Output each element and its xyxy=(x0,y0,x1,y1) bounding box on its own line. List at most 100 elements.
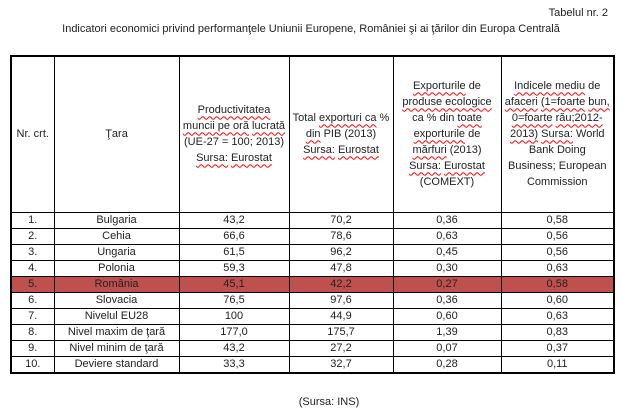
cell-business-index: 0,63 xyxy=(500,259,615,277)
column-header-nr-crt: Nr. crt. xyxy=(10,55,55,213)
cell-eco-exports: 0,36 xyxy=(392,211,502,229)
cell-country: Nivel maxim de ţară xyxy=(53,323,180,341)
table-header: Nr. crt. Ţara Productivitatea muncii pe or… xyxy=(10,55,615,213)
header-segment-misspelled: Indicele mediu xyxy=(514,80,586,93)
cell-exports-gdp: 42,2 xyxy=(288,275,394,293)
header-segment: Ţara xyxy=(105,128,128,141)
cell-business-index: 0,56 xyxy=(500,243,615,261)
cell-country: Nivelul EU28 xyxy=(53,307,180,325)
header-segment-misspelled: muncii pe oră xyxy=(182,120,249,133)
table-row: 6. Slovacia 76,5 97,6 0,36 0,60 xyxy=(10,291,615,309)
header-segment-misspelled: Eurostat xyxy=(230,152,272,165)
cell-productivity: 177,0 xyxy=(178,323,290,341)
cell-country: Nivel minim de ţară xyxy=(53,339,180,357)
cell-business-index: 0,63 xyxy=(500,307,615,325)
cell-number: 2. xyxy=(10,227,55,245)
header-segment-misspelled: rău;2012-2013) xyxy=(509,112,603,141)
header-segment-misspelled: (1=foarte xyxy=(540,96,586,109)
header-segment: (UE-27 = 100; 2013) xyxy=(184,136,284,149)
table-row: 10. Deviere standard 33,3 32,7 0,28 0,11 xyxy=(10,355,615,373)
cell-exports-gdp: 97,6 xyxy=(288,291,394,309)
cell-business-index: 0,56 xyxy=(500,227,615,245)
header-segment-misspelled: exporturi ca xyxy=(318,112,377,125)
header-segment-misspelled: Exporturile xyxy=(413,80,466,93)
cell-number: 5. xyxy=(10,275,55,293)
cell-business-index: 0,11 xyxy=(500,355,615,373)
header-segment-misspelled: mărfuri xyxy=(412,144,447,157)
cell-country: Slovacia xyxy=(53,291,180,309)
cell-number: 4. xyxy=(10,259,55,277)
header-row: Nr. crt. Ţara Productivitatea muncii pe or… xyxy=(10,55,615,213)
cell-number: 7. xyxy=(10,307,55,325)
cell-productivity: 100 xyxy=(178,307,290,325)
header-segment: de xyxy=(588,80,601,93)
cell-country: Cehia xyxy=(53,227,180,245)
cell-productivity: 61,5 xyxy=(178,243,290,261)
header-segment-misspelled: Sursa: xyxy=(409,160,441,173)
source-note: (Sursa: INS) xyxy=(298,396,360,408)
header-segment: (COMEXT) xyxy=(419,176,475,189)
header-segment-misspelled: Sursa: xyxy=(196,152,228,165)
header-segment-misspelled: Sursa: xyxy=(541,128,573,141)
column-header-tara: Ţara xyxy=(53,55,180,213)
cell-country: Polonia xyxy=(53,259,180,277)
cell-eco-exports: 0,60 xyxy=(392,307,502,325)
cell-eco-exports: 0,28 xyxy=(392,355,502,373)
header-segment-misspelled: din xyxy=(305,128,321,141)
cell-number: 8. xyxy=(10,323,55,341)
header-segment-misspelled: 0=foarte xyxy=(511,112,553,125)
cell-eco-exports: 0,63 xyxy=(392,227,502,245)
cell-exports-gdp: 96,2 xyxy=(288,243,394,261)
column-header-productivitate: Productivitatea muncii pe oră lucrată (U… xyxy=(178,55,290,213)
cell-country: Bulgaria xyxy=(53,211,180,229)
cell-eco-exports: 0,36 xyxy=(392,291,502,309)
cell-exports-gdp: 32,7 xyxy=(288,355,394,373)
cell-eco-exports: 0,45 xyxy=(392,243,502,261)
cell-exports-gdp: 44,9 xyxy=(288,307,394,325)
cell-productivity: 45,1 xyxy=(178,275,290,293)
header-segment: PIB (2013) xyxy=(323,128,377,141)
table-row: 9. Nivel minim de ţară 43,2 27,2 0,07 0,37 xyxy=(10,339,615,357)
header-segment: Total xyxy=(292,112,316,125)
column-header-exporturi-ecologice: Exporturile de produse ecologice ca % di… xyxy=(392,55,502,213)
cell-country: Ungaria xyxy=(53,243,180,261)
table-row-highlighted: 5. România 45,1 42,2 0,27 0,58 xyxy=(10,275,615,293)
cell-business-index: 0,58 xyxy=(500,275,615,293)
column-header-total-exporturi: Total exporturi ca % din PIB (2013) Surs… xyxy=(288,55,394,213)
table-row: 8. Nivel maxim de ţară 177,0 175,7 1,39 0,83 xyxy=(10,323,615,341)
cell-business-index: 0,60 xyxy=(500,291,615,309)
cell-exports-gdp: 27,2 xyxy=(288,339,394,357)
table-body: 1. Bulgaria 43,2 70,2 0,36 0,58 2. Cehia 66,6 78,… xyxy=(10,211,615,373)
cell-country: România xyxy=(53,275,180,293)
cell-productivity: 66,6 xyxy=(178,227,290,245)
cell-number: 10. xyxy=(10,355,55,373)
header-segment-misspelled: toate xyxy=(457,112,482,125)
indicators-table: Nr. crt. Ţara Productivitatea muncii pe or… xyxy=(10,55,615,374)
header-segment: World Bank Doing Business; European Comm… xyxy=(508,128,607,189)
cell-exports-gdp: 175,7 xyxy=(288,323,394,341)
header-segment-misspelled: produse ecologice xyxy=(402,96,492,109)
cell-productivity: 43,2 xyxy=(178,339,290,357)
header-segment: Nr. crt. xyxy=(16,128,49,141)
cell-number: 9. xyxy=(10,339,55,357)
cell-exports-gdp: 47,8 xyxy=(288,259,394,277)
header-segment-misspelled: bun, xyxy=(588,96,610,109)
cell-exports-gdp: 78,6 xyxy=(288,227,394,245)
cell-exports-gdp: 70,2 xyxy=(288,211,394,229)
cell-eco-exports: 0,07 xyxy=(392,339,502,357)
cell-number: 6. xyxy=(10,291,55,309)
header-segment-misspelled: Eurostat xyxy=(443,160,485,173)
cell-eco-exports: 1,39 xyxy=(392,323,502,341)
cell-productivity: 33,3 xyxy=(178,355,290,373)
cell-eco-exports: 0,27 xyxy=(392,275,502,293)
table-row: 7. Nivelul EU28 100 44,9 0,60 0,63 xyxy=(10,307,615,325)
cell-eco-exports: 0,30 xyxy=(392,259,502,277)
header-segment: (2013) xyxy=(449,144,482,157)
header-segment-misspelled: exporturile xyxy=(413,128,466,141)
cell-productivity: 59,3 xyxy=(178,259,290,277)
header-segment: ca % din xyxy=(412,112,455,125)
header-segment-misspelled: Sursa: xyxy=(303,144,335,157)
table-row: 2. Cehia 66,6 78,6 0,63 0,56 xyxy=(10,227,615,245)
column-header-indice-afaceri: Indicele mediu de afaceri (1=foarte bun,… xyxy=(500,55,615,213)
table-number-label: Tabelul nr. 2 xyxy=(548,7,608,19)
